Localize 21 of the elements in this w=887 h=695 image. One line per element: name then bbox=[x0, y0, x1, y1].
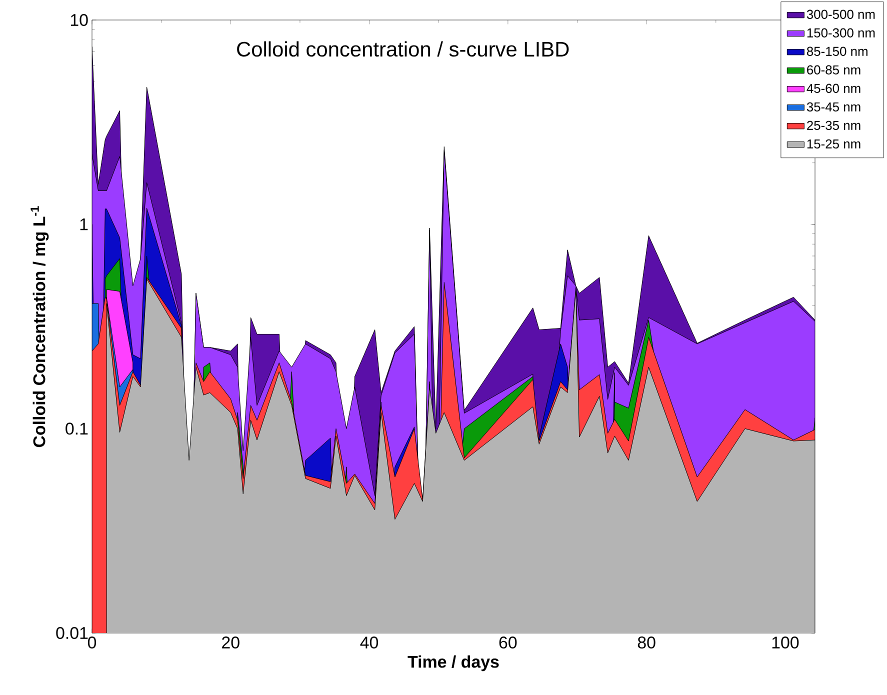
legend-label: 60-85 nm bbox=[807, 65, 860, 74]
legend-label: 25-35 nm bbox=[807, 120, 860, 130]
x-tick-label: 20 bbox=[222, 636, 240, 649]
x-tick-label: 60 bbox=[499, 636, 517, 649]
x-tick-label: 100 bbox=[772, 636, 799, 649]
legend-label: 45-60 nm bbox=[806, 84, 860, 93]
legend-label: 15-25 nm bbox=[807, 139, 860, 149]
x-tick-label: 80 bbox=[638, 636, 656, 649]
y-axis-title: Colloid Concentration / mg L$^{-1}$ bbox=[30, 206, 49, 448]
y-tick-label: 1 bbox=[80, 218, 88, 230]
x-tick-label: 0 bbox=[88, 636, 96, 649]
y-tick-label: 10 bbox=[70, 14, 88, 26]
legend-label: 85-150 nm bbox=[806, 46, 868, 56]
legend-label: 300-500 nm bbox=[806, 10, 875, 19]
x-tick-label: 40 bbox=[360, 636, 378, 649]
y-tick-label: 0.01 bbox=[56, 627, 88, 640]
legend-label: 35-45 nm bbox=[806, 102, 860, 112]
y-tick-label: 0.1 bbox=[66, 422, 88, 435]
legend-label: 150-300 nm bbox=[807, 28, 875, 38]
text: Colloid concentration / s-curve LIBD bbox=[237, 41, 569, 57]
x-axis-title: Time / days bbox=[408, 655, 499, 672]
